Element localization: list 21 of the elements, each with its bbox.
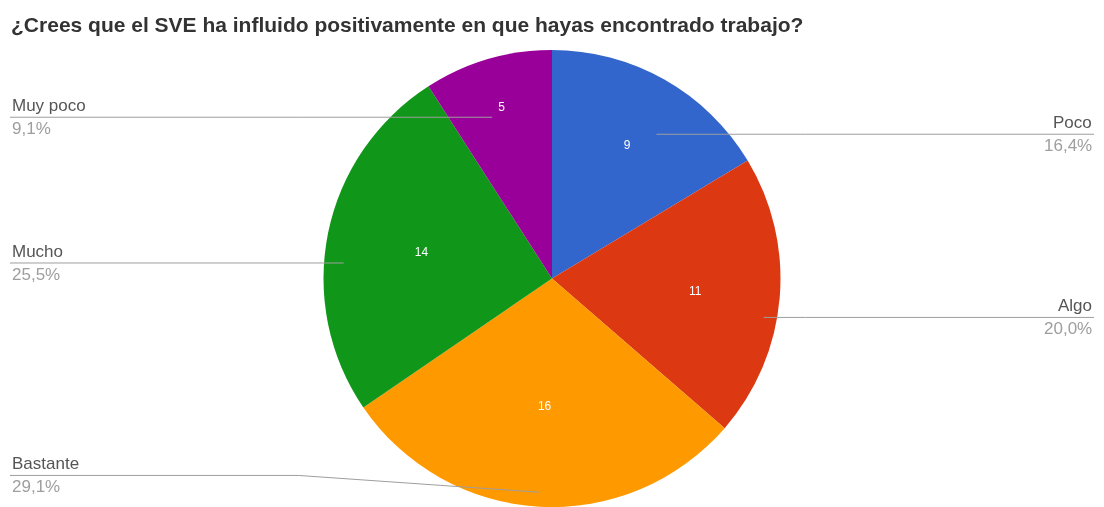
chart-title: ¿Crees que el SVE ha influido positivamente en que hayas encontrado trabajo? — [11, 13, 804, 37]
pie-slice — [428, 50, 552, 279]
slice-label: Muy poco — [12, 96, 86, 115]
slice-label: Mucho — [12, 242, 64, 261]
data-label: 5 — [498, 100, 506, 115]
text: 25,5% — [12, 265, 61, 284]
pie-slice — [363, 278, 725, 507]
text: 16,4% — [1044, 136, 1093, 155]
data-label: 16 — [537, 398, 552, 413]
slice-label: Algo — [1058, 296, 1093, 315]
pie-slice — [323, 86, 552, 408]
pie-slice — [552, 160, 781, 429]
pie-slice — [552, 50, 748, 279]
data-label: 9 — [623, 138, 631, 153]
text: 20,0% — [1044, 319, 1093, 338]
text: 29,1% — [12, 477, 61, 496]
data-label: 11 — [688, 283, 702, 298]
slice-label: Bastante — [12, 454, 80, 473]
text: 9,1% — [12, 119, 51, 138]
slice-label: Poco — [1053, 113, 1092, 132]
data-label: 14 — [414, 245, 429, 260]
